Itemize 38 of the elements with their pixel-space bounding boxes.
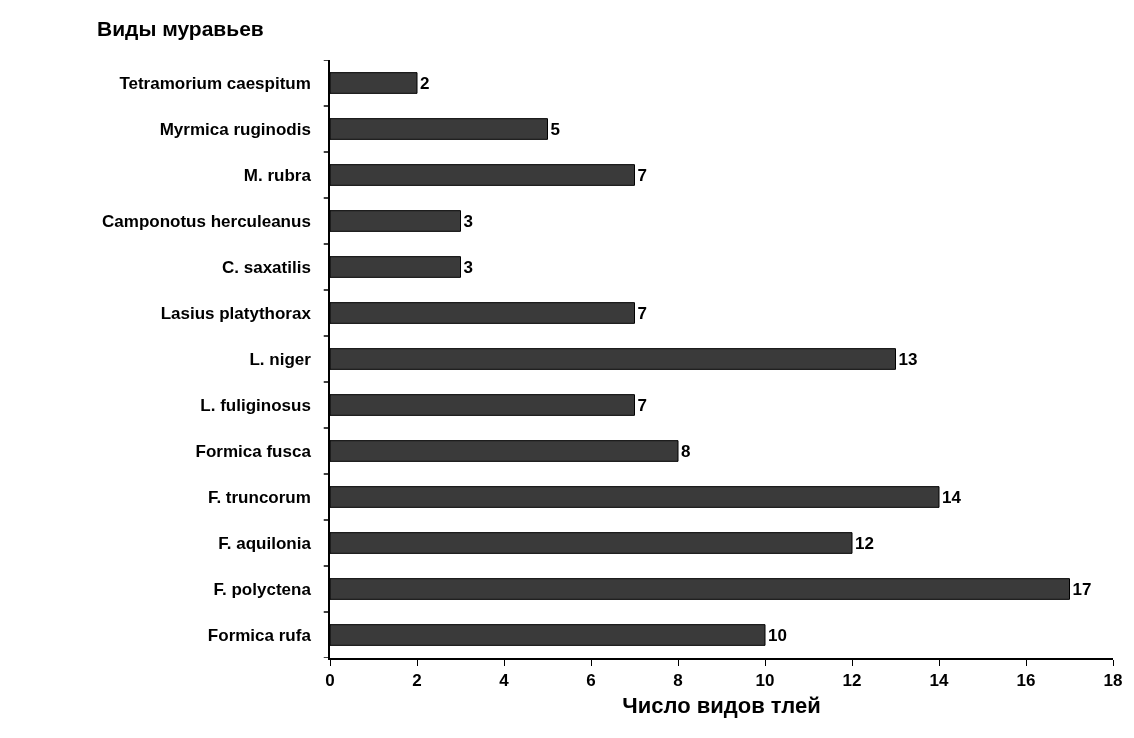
y-tick-label: Lasius platythorax: [160, 303, 312, 323]
x-tick-label: 12: [842, 671, 862, 691]
y-tick-label: Formica fusca: [195, 441, 312, 461]
y-tick-label: Tetramorium caespitum: [119, 73, 311, 93]
y-axis-title: Виды муравьев: [97, 17, 264, 40]
data-label: 10: [768, 625, 787, 645]
data-label: 7: [637, 395, 647, 415]
y-tick-label: F. polyctena: [213, 579, 312, 599]
x-tick-label: 4: [499, 671, 510, 691]
x-tick-label: 16: [1016, 671, 1036, 691]
data-label: 2: [420, 73, 430, 93]
x-tick-label: 0: [325, 671, 335, 691]
y-tick-label: L. fuliginosus: [200, 395, 311, 415]
y-tick-label: F. truncorum: [207, 487, 311, 507]
x-axis-title: Число видов тлей: [622, 692, 821, 718]
data-label: 8: [681, 441, 691, 461]
data-label: 7: [637, 165, 647, 185]
data-label: 5: [550, 119, 560, 139]
y-tick-label: F. aquilonia: [218, 533, 312, 553]
data-label: 12: [855, 533, 874, 553]
data-label: 13: [898, 349, 918, 369]
data-label: 3: [463, 211, 473, 231]
data-label: 7: [637, 303, 647, 323]
y-tick-label: Camponotus herculeanus: [102, 211, 311, 231]
y-tick-label: L. niger: [249, 349, 312, 369]
data-label: 17: [1072, 579, 1092, 599]
x-tick-label: 10: [755, 671, 775, 691]
x-tick-label: 6: [586, 671, 596, 691]
x-tick-label: 14: [929, 671, 949, 691]
x-tick-label: 18: [1103, 671, 1123, 691]
y-tick-label: Formica rufa: [207, 625, 312, 645]
x-tick-label: 2: [412, 671, 422, 691]
data-label: 14: [942, 487, 962, 507]
data-label: 3: [463, 257, 473, 277]
y-tick-label: M. rubra: [243, 165, 312, 185]
x-tick-label: 8: [673, 671, 683, 691]
y-tick-label: C. saxatilis: [222, 257, 311, 277]
y-tick-label: Myrmica ruginodis: [159, 119, 311, 139]
